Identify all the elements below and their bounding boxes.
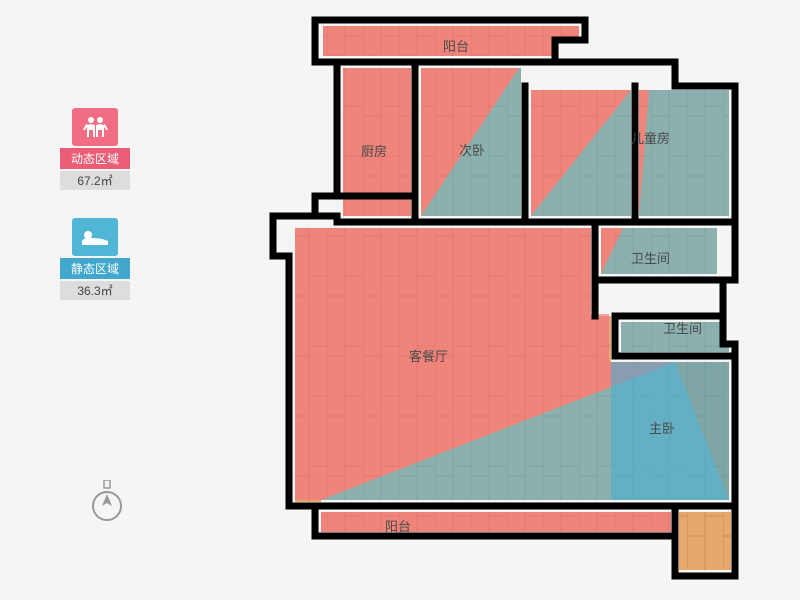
static-zone <box>639 90 729 216</box>
legend-static-label: 静态区域 <box>60 258 130 279</box>
room-balcony-bottom-ext <box>679 512 731 570</box>
static-zone <box>621 322 729 352</box>
sleep-icon <box>72 218 118 256</box>
legend-dynamic: 动态区域 67.2㎡ <box>60 108 130 190</box>
compass-icon <box>90 480 124 527</box>
legend-panel: 动态区域 67.2㎡ 静态区域 36.3㎡ <box>60 108 130 328</box>
legend-static-value: 36.3㎡ <box>60 281 130 300</box>
legend-dynamic-value: 67.2㎡ <box>60 171 130 190</box>
legend-dynamic-label: 动态区域 <box>60 148 130 169</box>
legend-static: 静态区域 36.3㎡ <box>60 218 130 300</box>
people-icon <box>72 108 118 146</box>
dynamic-zone <box>323 26 579 56</box>
floorplan: 阳台厨房次卧儿童房卫生间卫生间客餐厅主卧阳台 <box>255 16 745 586</box>
dynamic-zone <box>321 512 671 532</box>
